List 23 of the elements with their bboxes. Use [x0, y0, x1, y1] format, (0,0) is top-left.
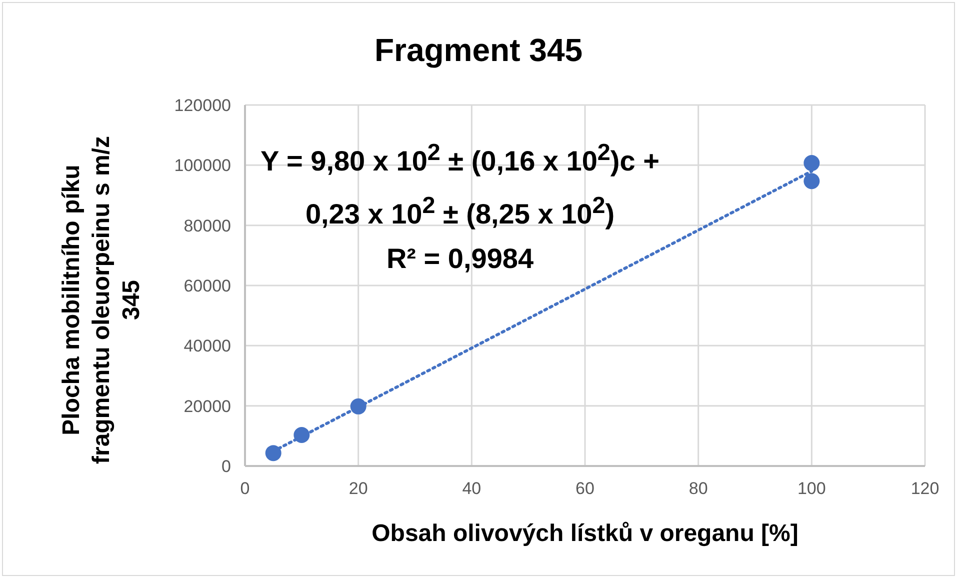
x-tick-label: 20 [348, 479, 368, 498]
y-tick-label: 60000 [184, 276, 231, 296]
y-tick-label: 80000 [184, 216, 231, 236]
annotation: R² = 0,9984 [386, 242, 534, 274]
point [265, 445, 282, 462]
y-tick-label: 20000 [184, 396, 231, 416]
x-tick-label: 120 [910, 479, 940, 498]
y-tick-label: 40000 [184, 336, 231, 356]
x-axis-title: Obsah olivových lístků v oreganu [%] [370, 520, 800, 548]
point [804, 155, 820, 172]
x-tick-label: 0 [240, 479, 250, 498]
y-tick-label: 100000 [174, 156, 231, 176]
y-axis-title: Plocha mobilitního píku fragmentu oleuorpeinu s m/z 345 [57, 134, 146, 466]
chart-title: Fragment 345 [373, 32, 584, 69]
x-tick-label: 40 [462, 479, 482, 498]
y-tick-label: 0 [222, 457, 231, 476]
annotation: Y = 9,80 x 10$^{2}$ ± (0,16 x 10$^{2}$)c + [260, 139, 660, 176]
x-tick-label: 60 [576, 479, 594, 498]
x-tick-label: 100 [797, 479, 826, 498]
annotation: 0,23 x 10$^{2}$ ± (8,25 x 10$^{2}$) [305, 192, 615, 230]
point [804, 173, 820, 190]
y-tick-label: 120000 [174, 96, 231, 116]
x-tick-label: 80 [688, 479, 708, 498]
